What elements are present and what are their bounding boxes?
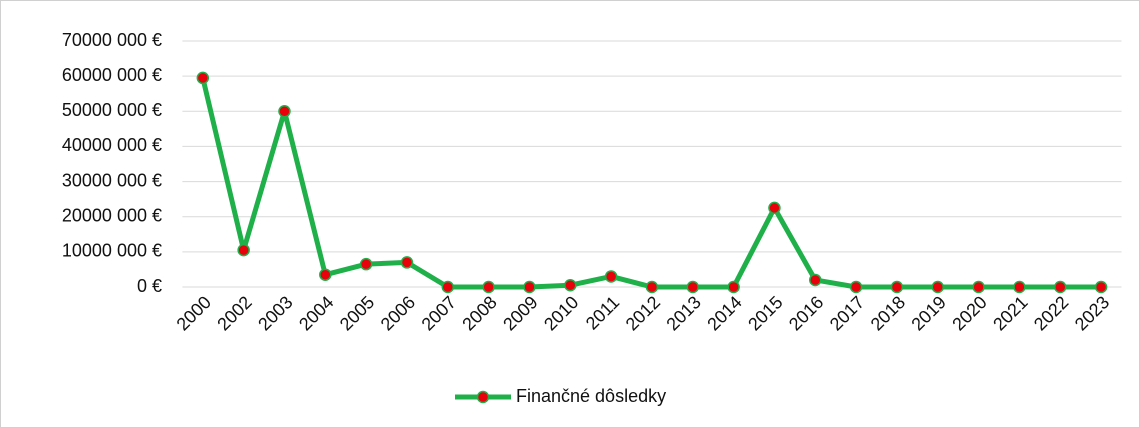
marker bbox=[564, 278, 577, 292]
marker bbox=[400, 256, 414, 269]
y-tick-label: 50000 000 € bbox=[62, 100, 162, 120]
y-tick-label: 70000 000 € bbox=[62, 30, 162, 50]
marker bbox=[890, 280, 904, 294]
marker bbox=[359, 257, 373, 271]
y-tick-label: 10000 000 € bbox=[62, 241, 162, 261]
marker bbox=[1013, 280, 1026, 294]
marker bbox=[1094, 280, 1108, 294]
marker bbox=[278, 105, 291, 118]
marker bbox=[849, 280, 863, 294]
marker bbox=[441, 280, 455, 294]
marker bbox=[809, 273, 822, 287]
y-tick-label: 40000 000 € bbox=[62, 135, 162, 155]
marker bbox=[482, 280, 495, 294]
y-tick-label: 60000 000 € bbox=[62, 65, 162, 85]
legend-label: Finančné dôsledky bbox=[516, 386, 666, 406]
marker bbox=[319, 268, 332, 281]
marker bbox=[931, 280, 945, 294]
marker bbox=[768, 201, 781, 215]
marker bbox=[196, 71, 210, 85]
y-tick-label: 0 € bbox=[137, 276, 162, 296]
marker bbox=[972, 280, 985, 294]
y-tick-label: 30000 000 € bbox=[62, 170, 162, 190]
marker bbox=[1054, 280, 1067, 294]
marker bbox=[523, 280, 536, 294]
marker bbox=[604, 270, 618, 283]
marker bbox=[727, 280, 740, 294]
y-tick-label: 20000 000 € bbox=[62, 205, 162, 225]
marker bbox=[645, 280, 659, 294]
legend-marker bbox=[476, 390, 490, 404]
marker bbox=[686, 280, 700, 294]
marker bbox=[237, 243, 250, 257]
